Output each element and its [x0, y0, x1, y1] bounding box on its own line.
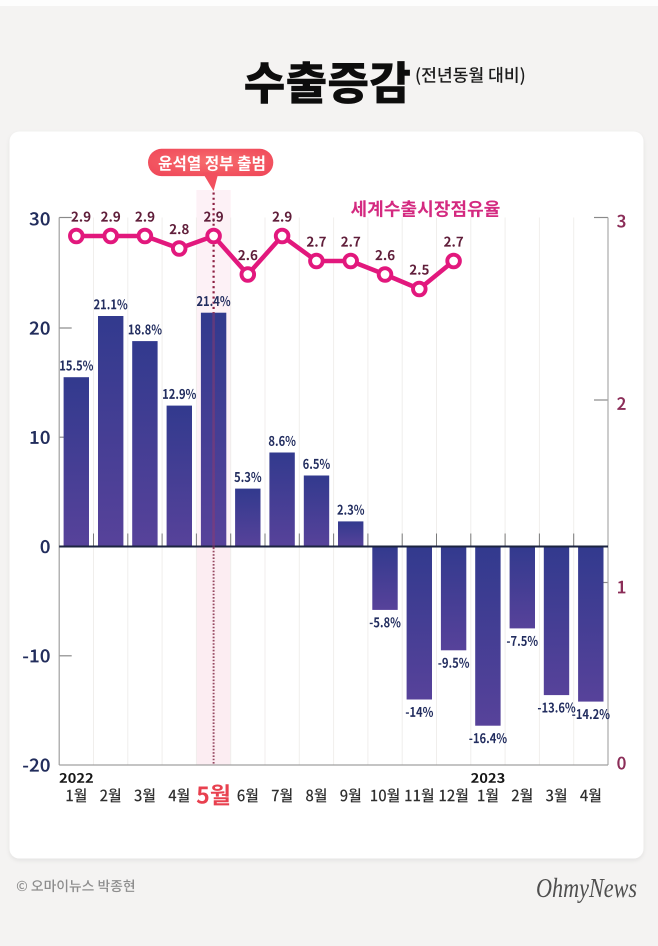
svg-text:OhmyNews: OhmyNews: [536, 873, 637, 903]
